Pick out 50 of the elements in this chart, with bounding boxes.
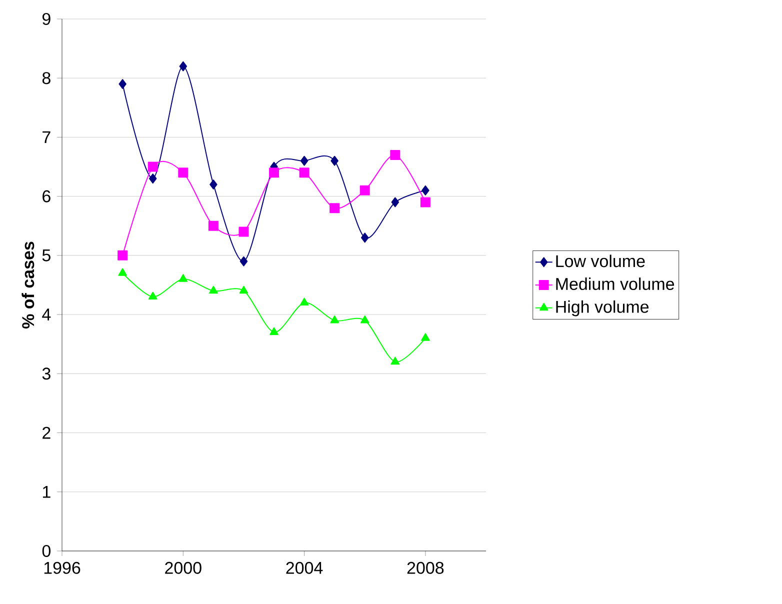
- point: [239, 286, 248, 294]
- y-tick-label: 8: [42, 72, 50, 84]
- legend-label: Medium volume: [556, 278, 674, 290]
- point: [330, 203, 340, 214]
- point: [330, 315, 339, 324]
- x-tick-label: 2008: [407, 562, 444, 574]
- point: [299, 168, 310, 178]
- point: [269, 168, 280, 178]
- y-tick-label: 4: [42, 308, 51, 320]
- point: [390, 150, 400, 160]
- point: [118, 268, 127, 276]
- y-tick-label: 5: [42, 249, 50, 262]
- point: [300, 156, 308, 166]
- point: [208, 220, 218, 231]
- x-tick-label: 1996: [44, 562, 80, 574]
- y-tick-label: 7: [42, 131, 50, 144]
- point: [270, 327, 278, 336]
- y-tick-label: 2: [42, 426, 50, 439]
- point: [118, 79, 126, 90]
- point: [210, 180, 218, 190]
- point: [421, 333, 430, 341]
- point: [178, 274, 188, 282]
- point: [391, 197, 400, 208]
- point: [148, 292, 158, 300]
- legend-label: High volume: [556, 300, 649, 316]
- point: [300, 298, 309, 306]
- y-axis-title: % of cases: [22, 242, 34, 329]
- point: [178, 168, 188, 178]
- point: [240, 256, 248, 266]
- point: [238, 226, 249, 237]
- point: [148, 162, 158, 172]
- point: [360, 185, 370, 196]
- legend-label: Low volume: [556, 254, 645, 268]
- x-tick-label: 2000: [165, 562, 202, 574]
- x-tick-label: 2004: [286, 562, 323, 574]
- y-tick-label: 9: [42, 12, 50, 26]
- point: [179, 61, 188, 72]
- point: [360, 232, 369, 243]
- point: [422, 185, 430, 196]
- point: [330, 156, 338, 166]
- y-tick-label: 6: [42, 190, 50, 202]
- point: [390, 356, 400, 365]
- y-tick-label: 3: [42, 368, 50, 380]
- y-tick-label: 1: [43, 486, 50, 498]
- point: [118, 250, 128, 260]
- point: [148, 174, 157, 184]
- y-tick-label: 0: [42, 544, 50, 558]
- point: [360, 315, 370, 324]
- point: [420, 197, 430, 208]
- point: [209, 286, 218, 294]
